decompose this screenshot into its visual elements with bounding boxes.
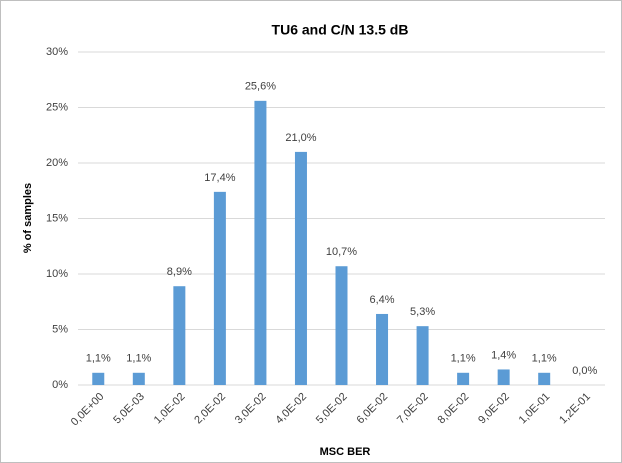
value-label: 21,0% (285, 132, 316, 144)
bar (294, 151, 307, 385)
value-label: 5,3% (410, 306, 435, 318)
value-label: 1,4% (491, 349, 516, 361)
bar (376, 313, 389, 385)
bar (497, 369, 510, 385)
y-tick-label: 20% (46, 157, 68, 169)
bar (335, 266, 348, 385)
value-label: 0,0% (572, 365, 597, 377)
value-label: 1,1% (86, 353, 111, 365)
bar (92, 372, 105, 385)
value-label: 8,9% (167, 266, 192, 278)
y-tick-label: 25% (46, 101, 68, 113)
value-label: 17,4% (204, 172, 235, 184)
value-label: 1,1% (451, 353, 476, 365)
chart-title: TU6 and C/N 13.5 dB (272, 22, 409, 38)
bar (538, 372, 551, 385)
y-tick-label: 30% (46, 46, 68, 58)
value-label: 1,1% (532, 353, 557, 365)
y-tick-label: 0% (52, 379, 68, 391)
y-tick-label: 15% (46, 212, 68, 224)
value-label: 6,4% (369, 294, 394, 306)
y-tick-label: 10% (46, 268, 68, 280)
bar (457, 372, 470, 385)
bar (173, 286, 186, 385)
value-label: 1,1% (126, 353, 151, 365)
value-label: 25,6% (245, 81, 276, 93)
value-label: 10,7% (326, 246, 357, 258)
bar (132, 372, 145, 385)
x-axis-label: MSC BER (320, 446, 371, 458)
bar (213, 191, 226, 385)
bar (416, 326, 429, 385)
y-tick-label: 5% (52, 323, 68, 335)
bar (254, 100, 267, 385)
y-axis-label: % of samples (22, 183, 34, 253)
